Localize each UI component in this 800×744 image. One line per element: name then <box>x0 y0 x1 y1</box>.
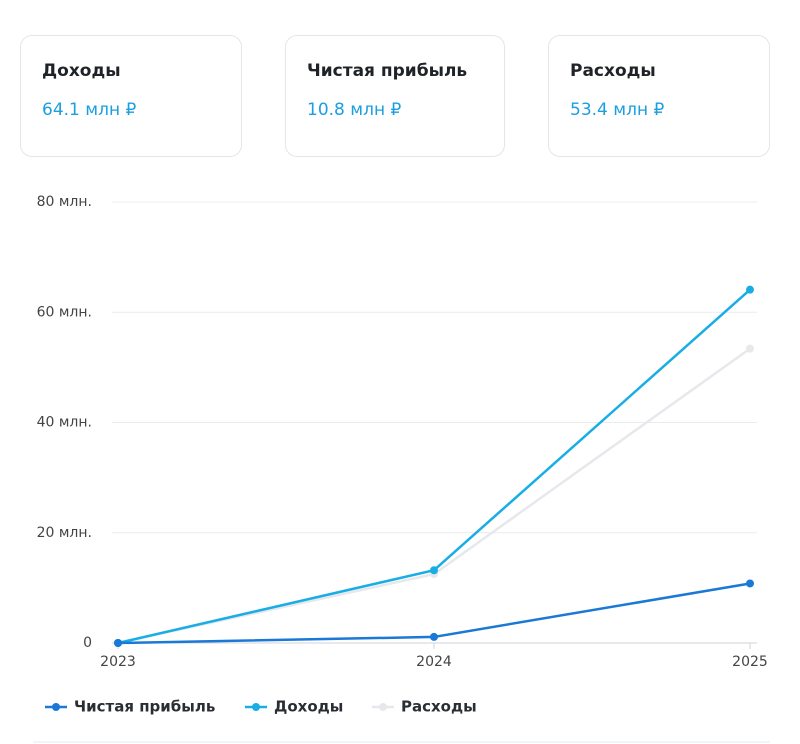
point <box>114 639 122 647</box>
card: Расходы 53.4 млн ₽ <box>548 35 770 157</box>
legend-dot <box>379 703 387 711</box>
y-tick-label: 40 млн. <box>37 415 92 431</box>
y-tick-label: 0 <box>83 635 92 651</box>
y-tick-label: 60 млн. <box>37 304 92 320</box>
y-tick-label: 20 млн. <box>37 525 92 541</box>
card-title: Доходы <box>42 61 121 81</box>
point <box>430 632 438 641</box>
legend-label: Доходы <box>274 698 343 716</box>
x-tick-label: 2023 <box>100 654 136 670</box>
card-title: Чистая прибыль <box>307 61 468 81</box>
card-value: 64.1 млн ₽ <box>42 100 137 120</box>
legend-dot <box>252 703 260 711</box>
x-tick-label: 2025 <box>732 654 768 670</box>
legend-dot <box>52 703 60 711</box>
x-tick-label: 2024 <box>416 654 452 670</box>
legend-label: Расходы <box>401 698 477 716</box>
card-value: 53.4 млн ₽ <box>570 100 665 120</box>
legend-label: Чистая прибыль <box>74 698 215 716</box>
card: Чистая прибыль 10.8 млн ₽ <box>285 35 505 157</box>
point <box>746 285 754 294</box>
line <box>117 288 751 645</box>
card: Доходы 64.1 млн ₽ <box>20 35 242 157</box>
point <box>430 566 438 575</box>
card-value: 10.8 млн ₽ <box>307 100 402 120</box>
point <box>746 344 754 353</box>
card-title: Расходы <box>570 61 656 81</box>
y-tick-label: 80 млн. <box>37 194 92 210</box>
point <box>746 579 754 588</box>
